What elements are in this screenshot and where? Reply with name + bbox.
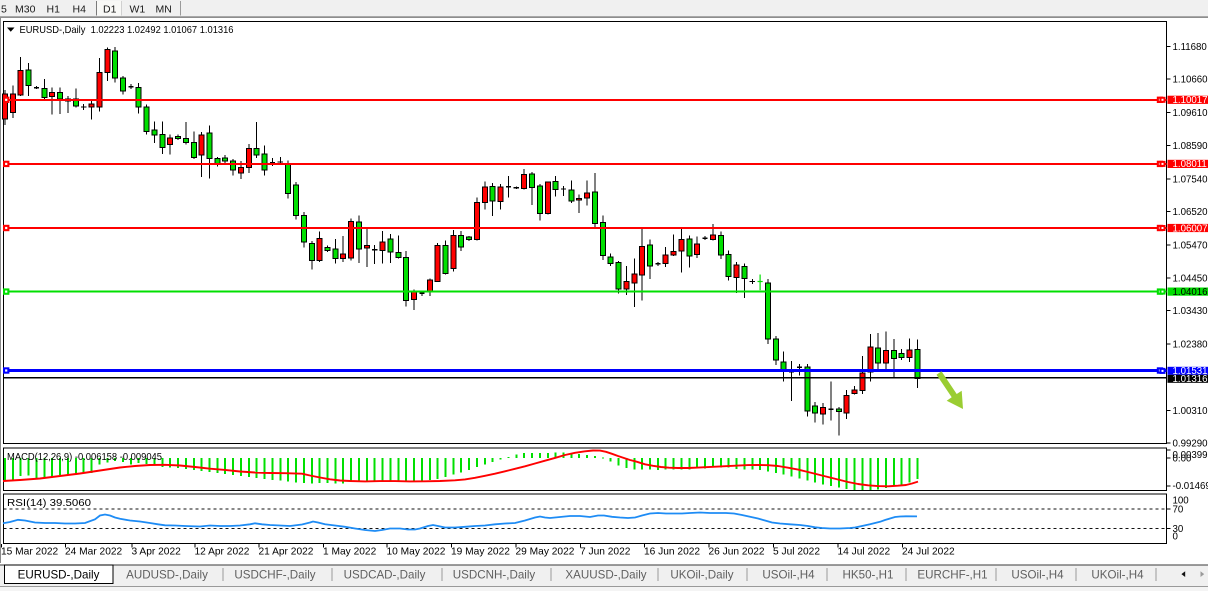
svg-text:1.09610: 1.09610 <box>1173 108 1208 119</box>
svg-text:-0.01469: -0.01469 <box>1173 481 1208 492</box>
svg-text:W1: W1 <box>130 3 146 15</box>
svg-text:5: 5 <box>1 3 7 15</box>
svg-text:1.02380: 1.02380 <box>1173 340 1208 351</box>
svg-text:M30: M30 <box>15 3 36 15</box>
svg-text:1.08590: 1.08590 <box>1173 141 1208 152</box>
svg-text:USDCAD-,Daily: USDCAD-,Daily <box>344 569 426 582</box>
svg-text:1.10017: 1.10017 <box>1173 95 1208 106</box>
svg-text:USDCNH-,Daily: USDCNH-,Daily <box>453 569 536 582</box>
svg-text:EURUSD-,Daily 1.02223 1.02492: EURUSD-,Daily 1.02223 1.02492 1.01067 1.… <box>20 25 234 36</box>
svg-text:5 Jul 2022: 5 Jul 2022 <box>773 547 820 558</box>
svg-text:UKOil-,Daily: UKOil-,Daily <box>670 569 733 582</box>
svg-text:MACD(12,26,9) -0.006158 -0.009: MACD(12,26,9) -0.006158 -0.009045 <box>7 452 162 463</box>
svg-text:30: 30 <box>1173 524 1184 535</box>
svg-text:70: 70 <box>1173 504 1184 515</box>
svg-text:D1: D1 <box>103 3 117 15</box>
svg-text:10 May 2022: 10 May 2022 <box>387 547 446 558</box>
svg-text:16 Jun 2022: 16 Jun 2022 <box>644 547 700 558</box>
svg-text:EURUSD-,Daily: EURUSD-,Daily <box>18 569 100 582</box>
svg-text:29 May 2022: 29 May 2022 <box>516 547 575 558</box>
svg-text:RSI(14) 39.5060: RSI(14) 39.5060 <box>7 498 91 509</box>
svg-text:21 Apr 2022: 21 Apr 2022 <box>259 547 314 558</box>
svg-text:USOil-,H4: USOil-,H4 <box>762 569 815 582</box>
svg-text:USDCHF-,Daily: USDCHF-,Daily <box>234 569 315 582</box>
svg-text:HK50-,H1: HK50-,H1 <box>843 569 894 582</box>
svg-text:24 Jul 2022: 24 Jul 2022 <box>902 547 955 558</box>
svg-text:1.01531: 1.01531 <box>1173 366 1208 377</box>
svg-text:0.00: 0.00 <box>1173 454 1192 465</box>
svg-text:1.00310: 1.00310 <box>1173 406 1208 417</box>
svg-text:0: 0 <box>1173 532 1179 543</box>
svg-text:7 Jun 2022: 7 Jun 2022 <box>580 547 631 558</box>
svg-text:MN: MN <box>156 3 172 15</box>
svg-text:26 Jun 2022: 26 Jun 2022 <box>709 547 765 558</box>
svg-text:100: 100 <box>1173 496 1190 507</box>
svg-text:UKOil-,H4: UKOil-,H4 <box>1091 569 1144 582</box>
svg-text:15 Mar 2022: 15 Mar 2022 <box>1 547 59 558</box>
svg-text:12 Apr 2022: 12 Apr 2022 <box>195 547 250 558</box>
svg-text:1.06520: 1.06520 <box>1173 207 1208 218</box>
svg-text:EURCHF-,H1: EURCHF-,H1 <box>917 569 987 582</box>
svg-text:1.10660: 1.10660 <box>1173 75 1208 86</box>
svg-text:24 Mar 2022: 24 Mar 2022 <box>65 547 123 558</box>
svg-text:1.04450: 1.04450 <box>1173 273 1208 284</box>
svg-text:1.03430: 1.03430 <box>1173 306 1208 317</box>
svg-text:1.01316: 1.01316 <box>1173 374 1208 385</box>
svg-text:AUDUSD-,Daily: AUDUSD-,Daily <box>126 569 208 582</box>
svg-text:USOil-,H4: USOil-,H4 <box>1011 569 1064 582</box>
svg-text:14 Jul 2022: 14 Jul 2022 <box>838 547 891 558</box>
svg-text:1.07540: 1.07540 <box>1173 175 1208 186</box>
svg-text:0.99290: 0.99290 <box>1173 439 1208 450</box>
svg-text:1.06007: 1.06007 <box>1173 223 1208 234</box>
svg-text:1.04016: 1.04016 <box>1173 287 1208 298</box>
svg-text:1.05470: 1.05470 <box>1173 241 1208 252</box>
svg-text:3 Apr 2022: 3 Apr 2022 <box>132 547 182 558</box>
svg-text:H4: H4 <box>73 3 87 15</box>
svg-text:1.08011: 1.08011 <box>1173 159 1207 170</box>
svg-text:H1: H1 <box>47 3 61 15</box>
svg-text:1 May 2022: 1 May 2022 <box>323 547 377 558</box>
svg-text:19 May 2022: 19 May 2022 <box>451 547 510 558</box>
svg-text:1.11680: 1.11680 <box>1173 42 1208 53</box>
svg-text:XAUUSD-,Daily: XAUUSD-,Daily <box>565 569 646 582</box>
svg-text:0.00399: 0.00399 <box>1173 450 1208 461</box>
